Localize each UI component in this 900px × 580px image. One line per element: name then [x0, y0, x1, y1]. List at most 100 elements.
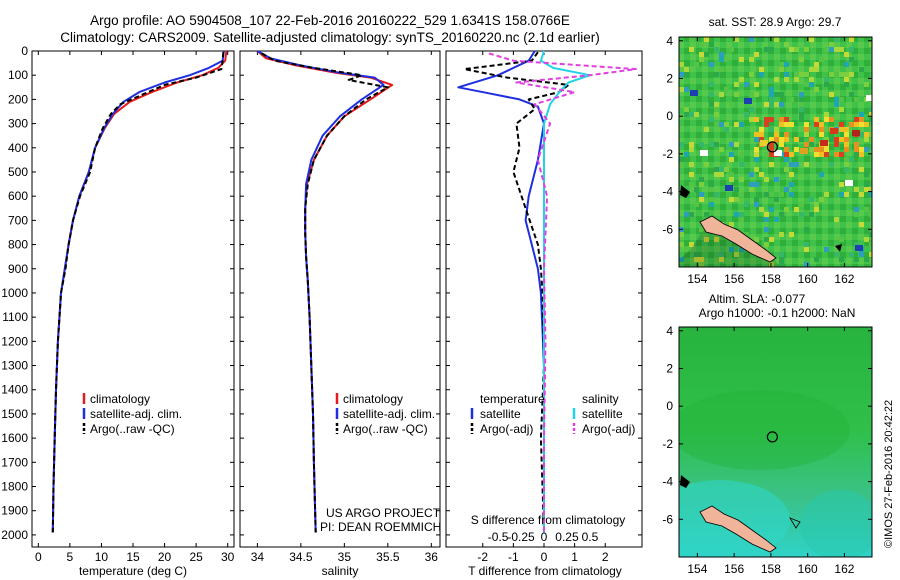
legend-salinity-title: salinity	[582, 392, 619, 406]
sst-cell	[859, 222, 864, 227]
sst-cell	[744, 202, 749, 207]
y-tick-label: 1100	[2, 310, 28, 324]
sst-cell	[709, 102, 714, 107]
sst-cell	[709, 42, 714, 47]
x-tick-label: 0	[35, 550, 42, 564]
sst-cell	[814, 122, 819, 127]
sst-cell	[809, 67, 814, 72]
sst-cell	[699, 192, 704, 197]
sst-cell	[779, 67, 784, 72]
sst-cell	[754, 137, 759, 142]
map-x-tick-label: 160	[798, 562, 818, 576]
sst-cell	[774, 102, 779, 107]
sst-cell	[779, 252, 784, 257]
sst-cell	[779, 257, 784, 262]
map-y-tick-label: 4	[666, 34, 673, 48]
watermark: ©IMOS 27-Feb-2016 20:42:22	[883, 400, 895, 548]
sst-cell	[844, 142, 849, 147]
sst-cell	[704, 162, 709, 167]
sst-cell	[859, 192, 864, 197]
sst-cell	[719, 147, 724, 152]
sst-cell	[774, 37, 779, 42]
sst-cell	[749, 182, 754, 187]
sst-cell	[804, 47, 809, 52]
sst-cell	[794, 162, 799, 167]
sla-blob	[679, 390, 850, 470]
sst-cell	[709, 182, 714, 187]
map-x-tick-label: 162	[834, 562, 854, 576]
sst-cell	[694, 252, 699, 257]
sst-cell	[699, 142, 704, 147]
sst-cell	[734, 187, 739, 192]
sst-cell	[760, 140, 768, 146]
s-diff-tick-label: -0.25	[507, 530, 535, 544]
sst-cell	[689, 242, 694, 247]
sst-island-small	[680, 185, 690, 198]
sst-cell	[859, 117, 864, 122]
sst-cell	[844, 72, 849, 77]
temperature-xlabel: temperature (deg C)	[79, 564, 187, 578]
sst-cell	[854, 187, 859, 192]
sst-cell	[854, 207, 859, 212]
sst-cell	[769, 117, 774, 122]
sst-cell	[699, 57, 704, 62]
sst-cell	[754, 202, 759, 207]
sst-cell	[799, 102, 804, 107]
series-line	[51, 50, 225, 533]
sst-cell	[739, 77, 744, 82]
sst-cell	[859, 112, 864, 117]
sst-cell	[869, 107, 872, 112]
sst-cell	[864, 172, 869, 177]
sst-cell	[859, 122, 864, 127]
x-tick-label: -1	[508, 550, 519, 564]
sst-cell	[779, 62, 784, 67]
sst-cell	[794, 47, 799, 52]
sst-cell	[739, 217, 744, 222]
y-tick-label: 100	[8, 68, 28, 82]
sst-cell	[869, 252, 872, 257]
sst-cell	[869, 132, 872, 137]
sst-cell	[684, 107, 689, 112]
sst-cell	[830, 128, 838, 134]
sst-cell	[699, 227, 704, 232]
sst-cell	[754, 182, 759, 187]
sst-cell	[769, 152, 774, 157]
sst-cell	[869, 192, 872, 197]
sst-cell	[799, 57, 804, 62]
sst-cell	[852, 130, 860, 136]
project-annotation: US ARGO PROJECT	[326, 506, 441, 520]
sst-cell	[729, 197, 734, 202]
sst-cell	[754, 92, 759, 97]
sst-cell	[814, 147, 819, 152]
sst-cell	[849, 157, 854, 162]
map-x-tick-label: 158	[761, 562, 781, 576]
sst-cell	[789, 97, 794, 102]
sst-cell	[769, 87, 774, 92]
temperature-panel-frame	[31, 50, 235, 548]
series-line	[457, 50, 545, 533]
sst-cell	[774, 127, 779, 132]
legend-argo-label: Argo(..raw -QC)	[343, 422, 428, 436]
sst-cell	[844, 127, 849, 132]
sst-cell	[839, 237, 844, 242]
sst-cell	[839, 192, 844, 197]
sst-cell	[769, 92, 774, 97]
sst-cell	[774, 217, 779, 222]
sst-cell	[699, 42, 704, 47]
sst-cell	[729, 177, 734, 182]
sst-cell	[754, 152, 759, 157]
sst-cell	[719, 167, 724, 172]
sla-map-subtitle: Argo h1000: -0.1 h2000: NaN	[699, 306, 856, 320]
sst-cell	[734, 252, 739, 257]
sst-cell	[799, 212, 804, 217]
sst-island	[699, 215, 777, 263]
sst-cell	[799, 117, 804, 122]
sst-cell	[844, 52, 849, 57]
sst-cell	[814, 207, 819, 212]
sst-cell	[764, 217, 769, 222]
x-tick-label: 15	[126, 550, 140, 564]
sst-cell	[814, 257, 819, 262]
map-y-tick-label: 2	[666, 71, 673, 85]
x-tick-label: 0	[541, 550, 548, 564]
sst-cell	[679, 157, 684, 162]
